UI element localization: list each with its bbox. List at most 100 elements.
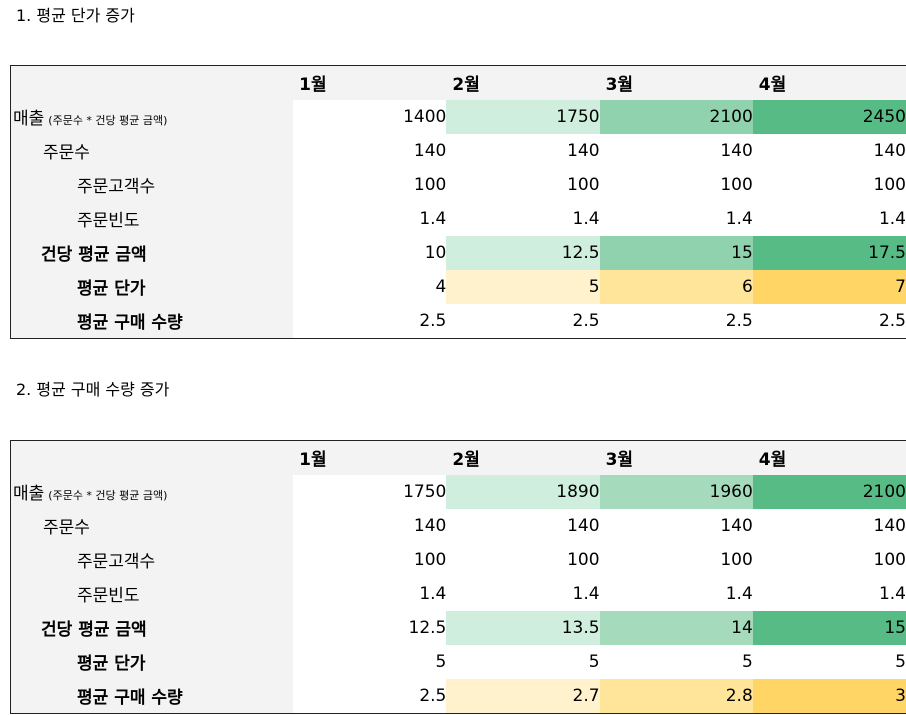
cell-value: 140: [599, 133, 753, 168]
cell-value: 140: [446, 508, 600, 543]
header-corner: [10, 65, 294, 100]
cell-value: 2.5: [752, 303, 906, 338]
cell-value: 1.4: [293, 201, 447, 236]
cell-value: 5: [446, 269, 600, 304]
month-header: 3월: [599, 65, 753, 100]
cell-value: 2.5: [599, 303, 753, 338]
cell-value: 100: [752, 167, 906, 202]
table-row: 매출 (주문수 * 건당 평균 금액) 1400 1750 2100 2450: [10, 99, 906, 134]
cell-value: 2.8: [599, 678, 753, 713]
table-row: 주문빈도 1.4 1.4 1.4 1.4: [10, 201, 906, 236]
cell-value: 100: [599, 167, 753, 202]
table-row: 매출 (주문수 * 건당 평균 금액) 1750 1890 1960 2100: [10, 474, 906, 509]
row-label: 건당 평균 금액: [10, 235, 294, 270]
row-label: 주문빈도: [10, 576, 294, 611]
row-label: 건당 평균 금액: [10, 610, 294, 645]
cell-value: 15: [752, 610, 906, 645]
cell-value: 100: [446, 542, 600, 577]
table-row: 평균 구매 수량 2.5 2.7 2.8 3: [10, 678, 906, 713]
cell-value: 2.7: [446, 678, 600, 713]
month-header: 1월: [293, 65, 447, 100]
table-row: 주문고객수 100 100 100 100: [10, 167, 906, 202]
month-header: 3월: [599, 440, 753, 475]
row-label: 주문수: [10, 508, 294, 543]
table-row: 주문빈도 1.4 1.4 1.4 1.4: [10, 576, 906, 611]
cell-value: 140: [752, 133, 906, 168]
header-row: 1월 2월 3월 4월: [10, 65, 906, 100]
cell-value: 5: [752, 644, 906, 679]
section-title: 2. 평균 구매 수량 증가: [16, 380, 170, 399]
cell-value: 1.4: [752, 201, 906, 236]
table-row: 주문고객수 100 100 100 100: [10, 542, 906, 577]
cell-value: 140: [293, 133, 447, 168]
row-label: 주문고객수: [10, 542, 294, 577]
cell-value: 7: [752, 269, 906, 304]
cell-value: 100: [293, 167, 447, 202]
row-label: 주문고객수: [10, 167, 294, 202]
cell-value: 1.4: [446, 201, 600, 236]
row-label: 매출 (주문수 * 건당 평균 금액): [10, 474, 294, 509]
cell-value: 2450: [752, 99, 906, 134]
month-header: 2월: [446, 65, 600, 100]
cell-value: 100: [293, 542, 447, 577]
cell-value: 4: [293, 269, 447, 304]
cell-value: 10: [293, 235, 447, 270]
cell-value: 14: [599, 610, 753, 645]
cell-value: 140: [599, 508, 753, 543]
row-label: 평균 단가: [10, 644, 294, 679]
cell-value: 1.4: [599, 576, 753, 611]
cell-value: 5: [599, 644, 753, 679]
table-row: 주문수 140 140 140 140: [10, 508, 906, 543]
table-row: 건당 평균 금액 10 12.5 15 17.5: [10, 235, 906, 270]
cell-value: 2.5: [293, 678, 447, 713]
cell-value: 140: [446, 133, 600, 168]
table-row: 평균 단가 5 5 5 5: [10, 644, 906, 679]
cell-value: 15: [599, 235, 753, 270]
cell-value: 1400: [293, 99, 447, 134]
cell-value: 5: [293, 644, 447, 679]
row-label: 평균 구매 수량: [10, 678, 294, 713]
cell-value: 1750: [446, 99, 600, 134]
cell-value: 100: [752, 542, 906, 577]
row-label: 주문빈도: [10, 201, 294, 236]
row-label: 매출 (주문수 * 건당 평균 금액): [10, 99, 294, 134]
cell-value: 2.5: [293, 303, 447, 338]
cell-value: 1890: [446, 474, 600, 509]
month-header: 1월: [293, 440, 447, 475]
cell-value: 12.5: [446, 235, 600, 270]
month-header: 4월: [752, 440, 906, 475]
cell-value: 100: [599, 542, 753, 577]
cell-value: 1.4: [293, 576, 447, 611]
table-row: 건당 평균 금액 12.5 13.5 14 15: [10, 610, 906, 645]
cell-value: 1.4: [446, 576, 600, 611]
month-header: 4월: [752, 65, 906, 100]
cell-value: 6: [599, 269, 753, 304]
cell-value: 13.5: [446, 610, 600, 645]
cell-value: 140: [752, 508, 906, 543]
cell-value: 12.5: [293, 610, 447, 645]
row-label: 평균 구매 수량: [10, 303, 294, 338]
cell-value: 17.5: [752, 235, 906, 270]
header-corner: [10, 440, 294, 475]
month-header: 2월: [446, 440, 600, 475]
section-title: 1. 평균 단가 증가: [16, 6, 135, 25]
cell-value: 2100: [752, 474, 906, 509]
metrics-table: 1월 2월 3월 4월 매출 (주문수 * 건당 평균 금액) 1750 1890…: [10, 440, 906, 714]
cell-value: 1750: [293, 474, 447, 509]
cell-value: 3: [752, 678, 906, 713]
cell-value: 100: [446, 167, 600, 202]
row-label: 주문수: [10, 133, 294, 168]
cell-value: 1.4: [599, 201, 753, 236]
table-row: 평균 구매 수량 2.5 2.5 2.5 2.5: [10, 303, 906, 338]
cell-value: 2100: [599, 99, 753, 134]
cell-value: 2.5: [446, 303, 600, 338]
cell-value: 1960: [599, 474, 753, 509]
metrics-table: 1월 2월 3월 4월 매출 (주문수 * 건당 평균 금액) 1400 1750…: [10, 65, 906, 339]
table-row: 주문수 140 140 140 140: [10, 133, 906, 168]
row-label: 평균 단가: [10, 269, 294, 304]
header-row: 1월 2월 3월 4월: [10, 440, 906, 475]
table-row: 평균 단가 4 5 6 7: [10, 269, 906, 304]
cell-value: 140: [293, 508, 447, 543]
cell-value: 1.4: [752, 576, 906, 611]
cell-value: 5: [446, 644, 600, 679]
